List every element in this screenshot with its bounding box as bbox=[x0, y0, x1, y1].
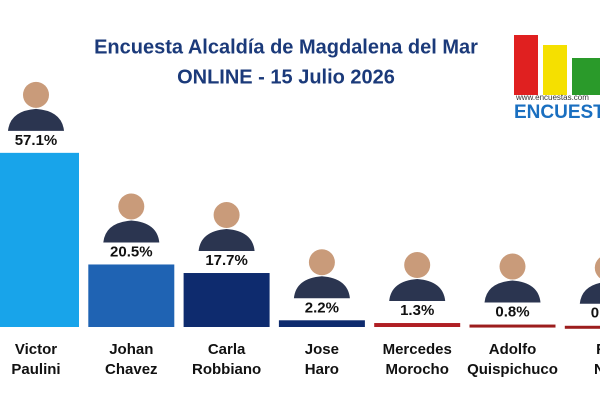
portrait-body bbox=[389, 279, 446, 302]
portrait-body bbox=[579, 282, 600, 304]
portrait-head bbox=[118, 193, 145, 220]
logo-bar bbox=[543, 45, 567, 95]
category-label: FraNey bbox=[594, 341, 600, 378]
portrait-body bbox=[293, 276, 350, 299]
bar bbox=[374, 323, 461, 327]
category-label: Jose Haro bbox=[305, 341, 339, 378]
portrait-head bbox=[404, 252, 431, 279]
portrait-head bbox=[594, 257, 600, 279]
portrait-head bbox=[213, 202, 240, 229]
portrait-body bbox=[103, 220, 160, 243]
portrait-body bbox=[8, 108, 64, 131]
logo-name: ENCUESTAS bbox=[514, 102, 600, 123]
bar bbox=[469, 324, 556, 328]
category-label: Johan Chavez bbox=[105, 341, 158, 378]
category-label: Victor Paulini bbox=[11, 341, 60, 378]
portrait-body bbox=[198, 229, 255, 252]
value-label: 1.3% bbox=[400, 302, 434, 319]
value-label: 0.8% bbox=[495, 304, 529, 321]
portrait-head bbox=[23, 81, 49, 108]
value-label: 20.5% bbox=[110, 243, 153, 260]
value-label: 57.1% bbox=[15, 132, 58, 149]
bar bbox=[564, 325, 600, 329]
category-label: Mercedes Morocho bbox=[383, 341, 452, 378]
chart-title: Encuesta Alcaldía de Magdalena del Mar bbox=[94, 36, 478, 58]
logo: www.encuestas.com ENCUESTAS bbox=[514, 35, 600, 123]
logo-bar bbox=[514, 35, 538, 95]
value-label: 0.4% bbox=[591, 305, 600, 322]
bar bbox=[183, 273, 270, 327]
logo-url: www.encuestas.com bbox=[515, 93, 589, 102]
chart-subtitle: ONLINE - 15 Julio 2026 bbox=[177, 66, 395, 88]
category-label: Carla Robbiano bbox=[192, 341, 261, 378]
portrait-head bbox=[499, 253, 526, 280]
bar bbox=[88, 264, 175, 327]
bar bbox=[0, 152, 79, 327]
category-label: Adolfo Quispichuco bbox=[467, 341, 558, 378]
bar bbox=[278, 320, 365, 327]
portrait-body bbox=[484, 280, 541, 303]
value-label: 2.2% bbox=[305, 299, 339, 316]
value-label: 17.7% bbox=[205, 252, 248, 269]
portrait-head bbox=[308, 249, 335, 276]
logo-bar bbox=[572, 58, 600, 95]
